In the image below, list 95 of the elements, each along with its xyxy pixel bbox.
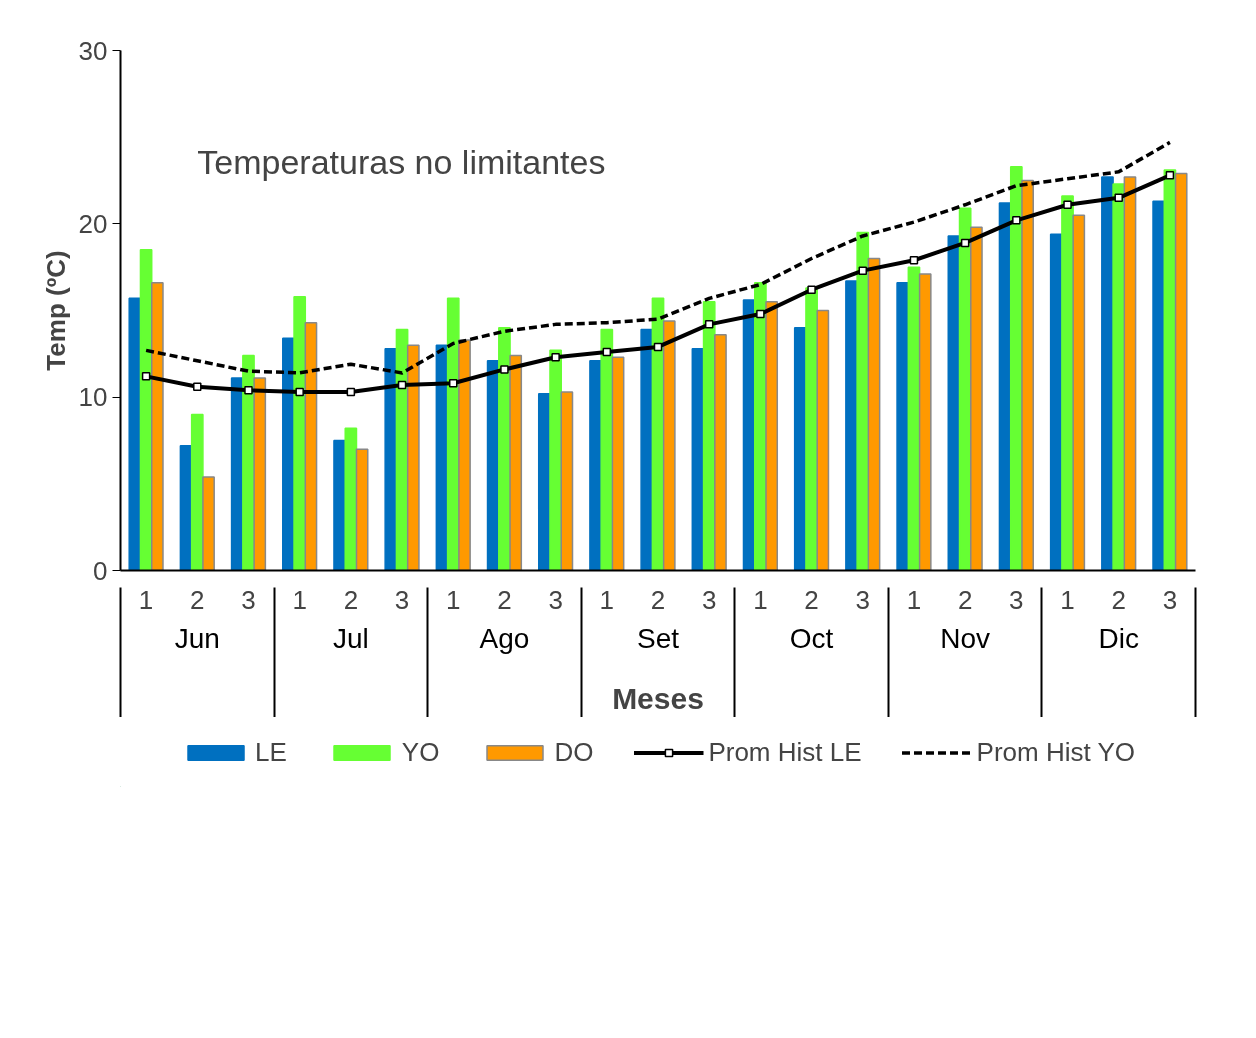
x-tick-label: 1 [1060, 584, 1075, 615]
legend-label: Prom Hist LE [708, 736, 862, 768]
x-tick-label: 3 [701, 584, 717, 615]
point [1165, 171, 1175, 180]
x-tick-label: 1 [446, 584, 461, 615]
point [1012, 216, 1021, 225]
x-tick-label: 2 [497, 584, 512, 615]
point [653, 342, 663, 352]
point [909, 255, 919, 265]
point [960, 238, 970, 248]
x-tick-label: 3 [241, 584, 256, 615]
bar [816, 309, 830, 571]
legend-label: DO [554, 736, 594, 768]
x-tick-label: 3 [548, 584, 563, 615]
point [295, 387, 304, 397]
line-series [144, 140, 1172, 375]
bar [867, 257, 881, 571]
bar [509, 354, 523, 571]
text: Oct [789, 622, 834, 654]
x-tick-label: 3 [394, 584, 410, 615]
x-tick-label: 1 [599, 584, 615, 615]
point [756, 309, 765, 319]
bar [406, 344, 420, 571]
bar [304, 321, 318, 571]
bar [896, 282, 910, 571]
bar [640, 328, 654, 571]
bar [1174, 172, 1188, 571]
x-tick-label: 1 [292, 584, 307, 615]
x-tick-label: 2 [957, 584, 973, 615]
point [807, 285, 816, 294]
bar [600, 328, 614, 571]
point [346, 387, 356, 397]
point [448, 379, 458, 388]
x-axis-title: Meses [612, 681, 704, 715]
text: Nov [940, 622, 991, 654]
x-tick-label: 2 [190, 584, 205, 615]
y-axis-title: Temp (ºC) [40, 250, 71, 371]
bar [202, 476, 215, 571]
point [193, 382, 202, 392]
bar [1021, 179, 1034, 571]
point [602, 347, 612, 357]
bar [549, 349, 562, 571]
bar [355, 448, 369, 571]
bar [1152, 200, 1166, 571]
bar [344, 427, 358, 571]
text: Ago [479, 622, 530, 654]
point [1114, 193, 1123, 203]
bar [918, 273, 932, 571]
legend-label: Prom Hist YO [976, 736, 1135, 768]
legend-label: LE [255, 736, 287, 768]
x-tick-label: 1 [906, 584, 922, 615]
bar [560, 391, 574, 571]
point [141, 372, 151, 381]
y-tick-label: 30 [78, 35, 108, 66]
bar [190, 413, 204, 571]
bar [1072, 214, 1086, 571]
x-tick-label: 2 [650, 584, 666, 615]
y-tick-label: 0 [93, 555, 108, 586]
x-tick-label: 2 [1111, 584, 1126, 615]
point [244, 385, 253, 395]
bar [714, 334, 727, 571]
x-tick-label: 3 [855, 584, 870, 615]
bar [128, 297, 142, 571]
point [397, 380, 407, 390]
point [500, 365, 509, 374]
y-tick-label: 20 [78, 208, 108, 239]
bar [970, 226, 983, 571]
text: Jul [332, 622, 369, 654]
text: Set [636, 622, 680, 654]
x-tick-label: 2 [343, 584, 359, 615]
x-tick-label: 1 [138, 584, 154, 615]
bar [662, 320, 676, 571]
legend-label: YO [401, 736, 440, 768]
x-tick-label: 2 [804, 584, 819, 615]
bar [611, 356, 625, 571]
annotation: Temperaturas no limitantes [197, 142, 606, 181]
point [704, 320, 714, 329]
bar [150, 282, 164, 571]
bar [293, 295, 307, 571]
point [1063, 200, 1072, 210]
point [858, 266, 868, 275]
x-tick-label: 1 [753, 584, 768, 615]
bar [253, 377, 267, 571]
bar [1123, 176, 1137, 571]
x-tick-label: 3 [1162, 584, 1178, 615]
point [551, 353, 560, 362]
bar [1112, 183, 1126, 571]
bar [384, 347, 398, 571]
text: Jun [174, 622, 220, 654]
x-tick-label: 3 [1009, 584, 1024, 615]
bar [458, 339, 471, 571]
bar [765, 301, 779, 571]
bar [856, 231, 870, 571]
text: Dic [1098, 622, 1139, 654]
y-tick-label: 10 [78, 382, 108, 413]
